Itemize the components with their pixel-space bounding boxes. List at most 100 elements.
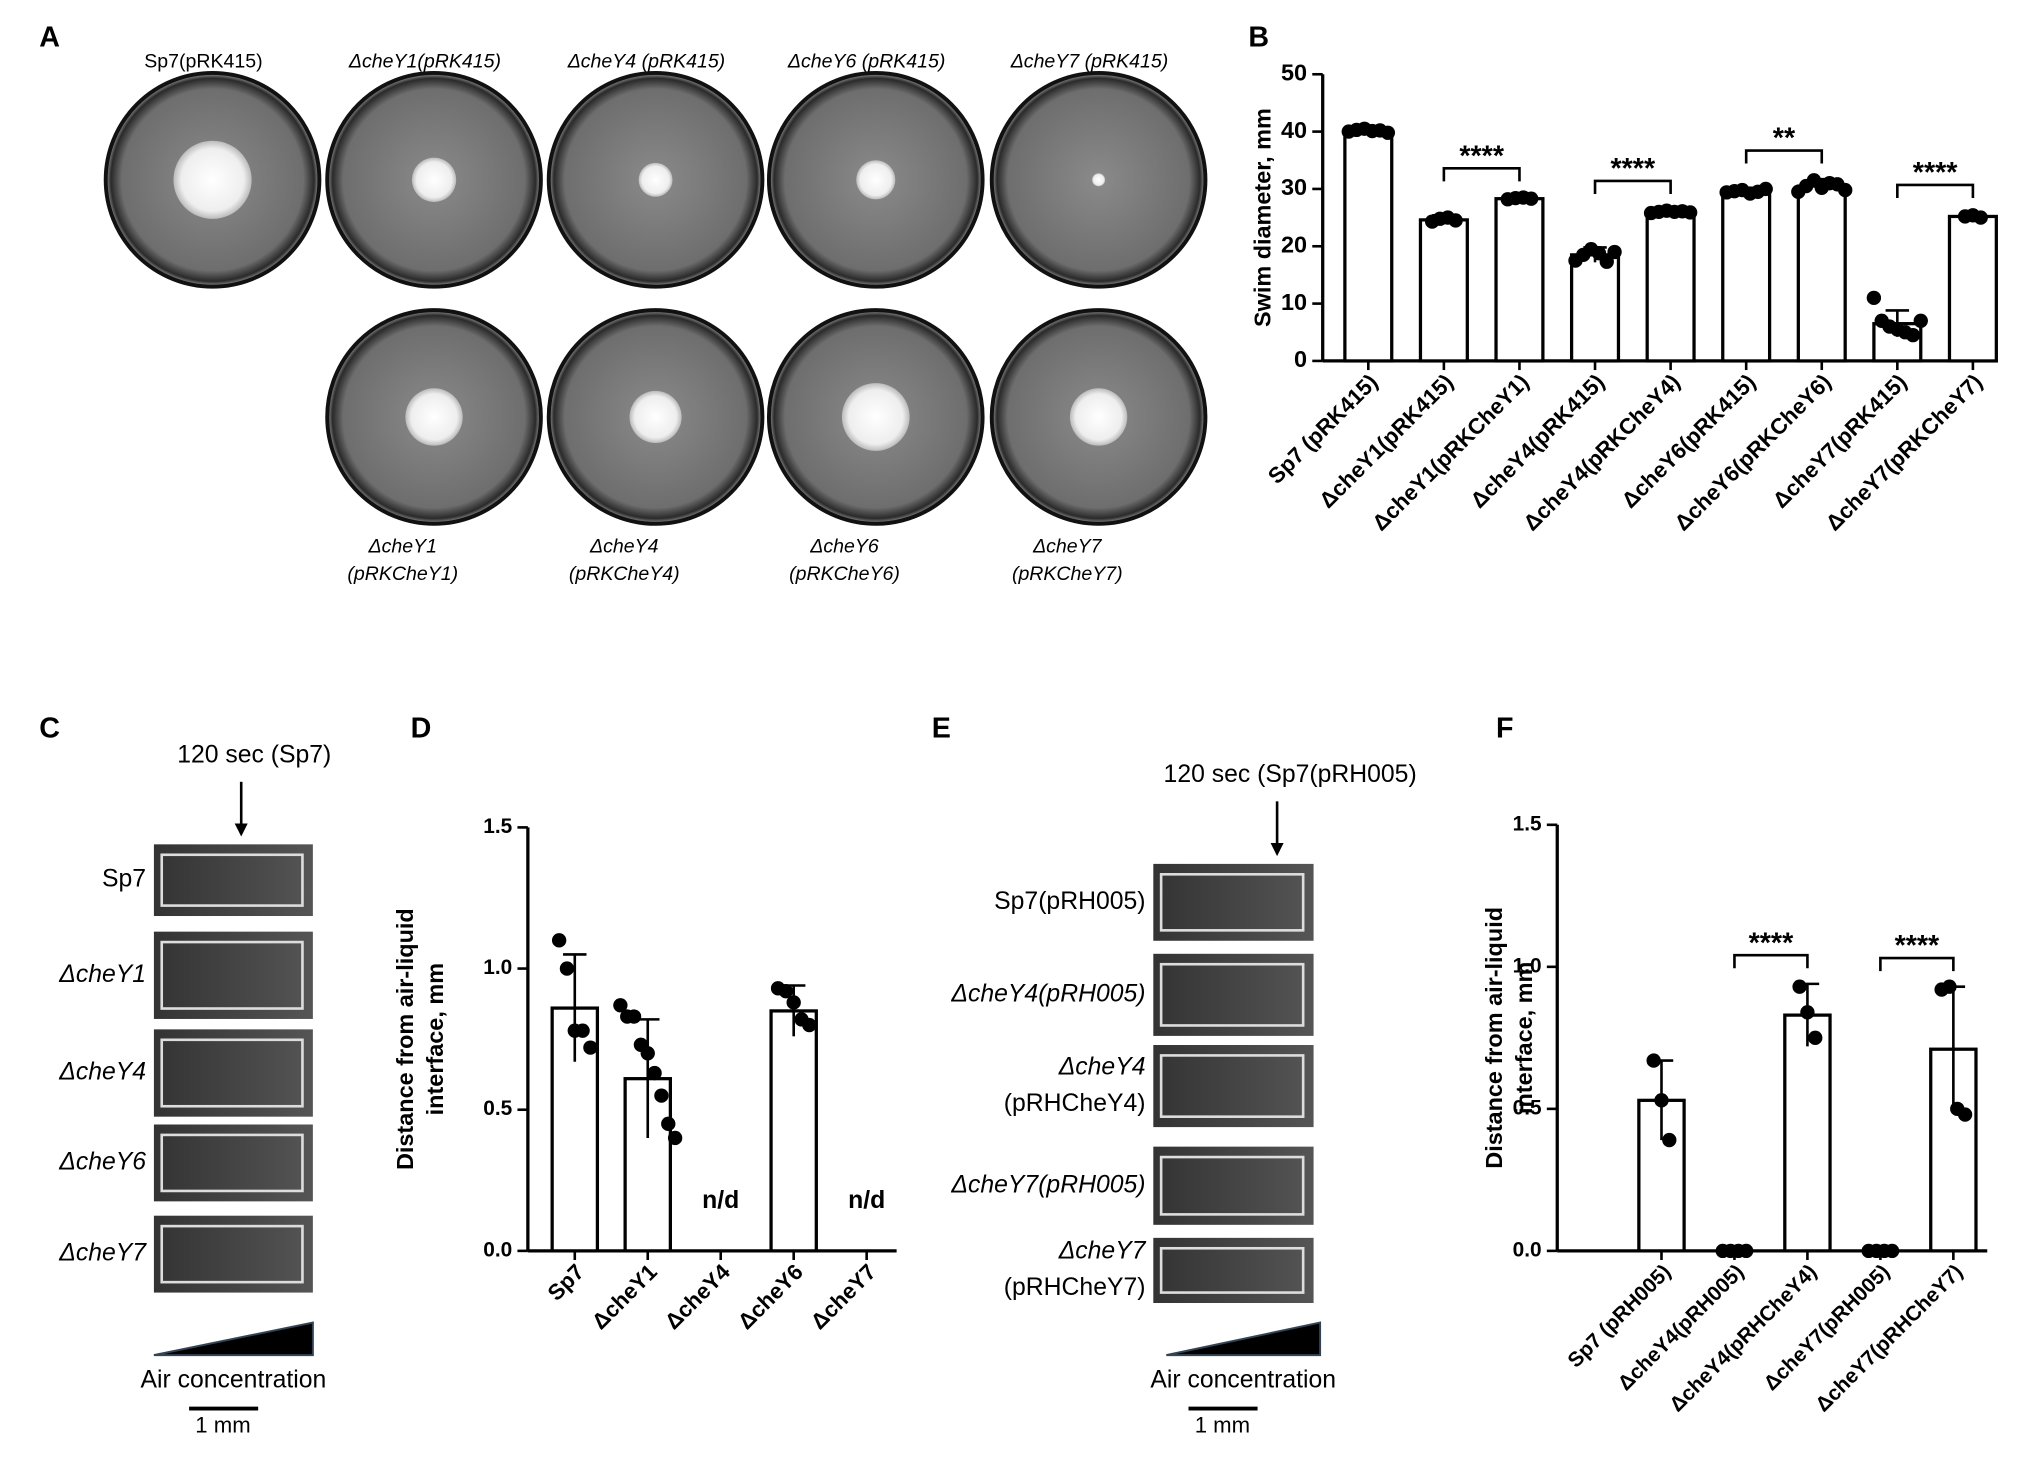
strain-label: (pRHCheY7) bbox=[1004, 1274, 1146, 1301]
strain-label: ΔcheY4 bbox=[1058, 1053, 1146, 1080]
significance-label: **** bbox=[1459, 140, 1504, 172]
data-point bbox=[1682, 205, 1698, 220]
swim-halo bbox=[405, 388, 463, 446]
capillary-edge bbox=[160, 853, 304, 907]
y-tick-label: 10 bbox=[1281, 289, 1307, 315]
capillary-edge bbox=[1159, 873, 1305, 932]
data-point bbox=[613, 998, 628, 1013]
swim-halo bbox=[1092, 173, 1106, 187]
plate-label: (pRKCheY4) bbox=[569, 563, 680, 585]
data-point bbox=[1808, 1030, 1823, 1046]
strain-label: ΔcheY7 bbox=[58, 1240, 147, 1267]
swim-halo bbox=[173, 140, 252, 219]
data-point bbox=[583, 1040, 598, 1055]
significance-label: **** bbox=[1895, 930, 1940, 962]
data-point bbox=[661, 1116, 676, 1132]
y-tick-label: 1.0 bbox=[483, 956, 512, 979]
y-tick-label: 0.0 bbox=[1513, 1238, 1542, 1261]
gradient-label: Air concentration bbox=[141, 1367, 327, 1394]
plate-label: ΔcheY7 (pRK415) bbox=[1010, 51, 1169, 73]
x-tick-label: ΔcheY1(pRK415) bbox=[1314, 369, 1458, 513]
bar bbox=[1783, 1013, 1832, 1253]
gradient-wedge bbox=[153, 1321, 314, 1357]
plate-label: (pRKCheY6) bbox=[789, 563, 900, 585]
capillary-image bbox=[1153, 953, 1314, 1036]
significance-bracket bbox=[1879, 956, 1955, 972]
data-point bbox=[1838, 182, 1853, 198]
capillary-edge bbox=[1159, 1155, 1305, 1216]
data-point bbox=[1884, 1243, 1900, 1259]
data-point bbox=[778, 983, 794, 999]
data-point bbox=[1800, 1005, 1815, 1020]
value-label: n/d bbox=[848, 1187, 885, 1214]
significance-label: **** bbox=[1913, 157, 1958, 189]
scale-label: 1 mm bbox=[195, 1413, 250, 1438]
swim-halo bbox=[638, 162, 673, 197]
scale-label: 1 mm bbox=[1195, 1413, 1250, 1438]
data-point bbox=[575, 1023, 590, 1038]
y-tick-label: 1.5 bbox=[1513, 812, 1542, 835]
y-tick-label: 30 bbox=[1281, 174, 1307, 200]
y-axis-title: interface, mm bbox=[1511, 962, 1537, 1114]
data-point bbox=[1448, 213, 1463, 228]
capillary-image bbox=[153, 1124, 313, 1202]
panel-letter: C bbox=[39, 712, 60, 744]
y-tick-label: 20 bbox=[1281, 231, 1307, 257]
y-axis-title: Distance from air-liquid bbox=[1481, 907, 1507, 1169]
data-point bbox=[1942, 979, 1957, 994]
plate-label: ΔcheY4 (pRK415) bbox=[567, 51, 726, 73]
data-point bbox=[1758, 181, 1773, 197]
y-axis-title: Swim diameter, mm bbox=[1249, 108, 1275, 327]
data-point bbox=[1662, 1132, 1677, 1148]
significance-label: **** bbox=[1611, 153, 1656, 185]
capillary-image bbox=[153, 1215, 313, 1293]
x-tick-label: ΔcheY1 bbox=[587, 1259, 662, 1334]
capillary-image bbox=[153, 1029, 313, 1117]
capillary-edge bbox=[1159, 1246, 1305, 1294]
y-tick-label: 40 bbox=[1281, 117, 1307, 143]
plate-label: ΔcheY6 bbox=[809, 535, 879, 557]
bar bbox=[1569, 253, 1621, 363]
x-tick-label: ΔcheY4(pRH005) bbox=[1614, 1260, 1749, 1395]
x-tick-label: ΔcheY6 bbox=[733, 1259, 808, 1334]
strain-label: ΔcheY4 bbox=[58, 1059, 146, 1086]
capillary-image bbox=[1153, 1045, 1314, 1128]
strain-label: ΔcheY7 bbox=[1058, 1238, 1147, 1265]
data-point bbox=[1524, 191, 1539, 206]
swim-halo bbox=[856, 160, 896, 200]
capillary-image bbox=[1153, 1146, 1314, 1225]
y-tick-label: 0.5 bbox=[483, 1097, 512, 1120]
capillary-edge bbox=[160, 1224, 304, 1284]
value-label: n/d bbox=[702, 1187, 739, 1214]
plate-label: Sp7(pRK415) bbox=[144, 51, 262, 73]
panel-letter: A bbox=[39, 22, 60, 54]
panel-letter: F bbox=[1496, 712, 1514, 744]
capillary-edge bbox=[160, 1038, 304, 1108]
bar bbox=[1645, 210, 1696, 363]
data-point bbox=[1380, 125, 1396, 140]
plate-label: ΔcheY6 (pRK415) bbox=[787, 51, 946, 73]
x-tick-label: ΔcheY7(pRK415) bbox=[1768, 369, 1912, 513]
y-tick-label: 1.0 bbox=[1513, 954, 1542, 977]
data-point bbox=[1739, 1243, 1754, 1259]
data-point bbox=[802, 1017, 817, 1033]
data-point bbox=[559, 961, 575, 976]
capillary-edge bbox=[1159, 1054, 1305, 1118]
plate-label: ΔcheY7 bbox=[1032, 535, 1103, 557]
x-tick-label: ΔcheY4(pRK415) bbox=[1465, 369, 1609, 513]
data-point bbox=[551, 933, 567, 948]
time-label: 120 sec (Sp7) bbox=[177, 741, 331, 768]
strain-label: ΔcheY4(pRH005) bbox=[950, 980, 1145, 1007]
data-point bbox=[1792, 979, 1807, 994]
swim-halo bbox=[1069, 388, 1128, 446]
x-tick-label: ΔcheY7(pRH005) bbox=[1759, 1260, 1894, 1395]
plate-label: (pRKCheY1) bbox=[347, 563, 458, 585]
arrow-head bbox=[234, 823, 248, 837]
panel-letter: E bbox=[932, 712, 951, 744]
y-tick-label: 0.0 bbox=[483, 1238, 512, 1261]
panel-letter: B bbox=[1248, 22, 1269, 54]
bar bbox=[1796, 184, 1847, 363]
arrow-head bbox=[1270, 843, 1284, 857]
panel-letter: D bbox=[411, 712, 432, 744]
